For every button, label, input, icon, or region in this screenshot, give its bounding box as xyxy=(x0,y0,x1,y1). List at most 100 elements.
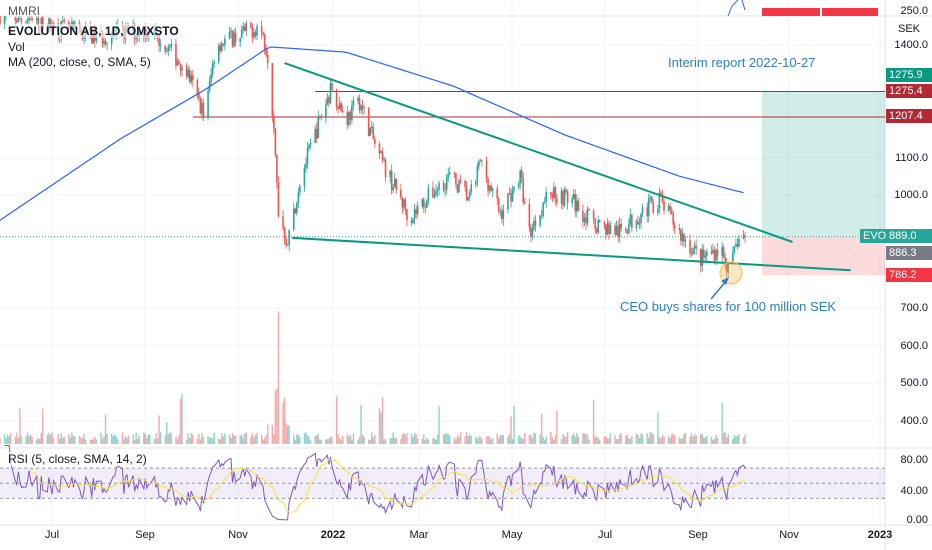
volume-bar xyxy=(479,436,482,444)
candle-body xyxy=(565,189,567,192)
volume-bar xyxy=(83,433,85,444)
candle-body xyxy=(614,225,616,236)
volume-bar xyxy=(629,438,632,444)
candle-body xyxy=(410,220,413,224)
candle-body xyxy=(63,20,66,22)
candle-body xyxy=(534,220,537,226)
volume-bar xyxy=(574,436,576,444)
candle-body xyxy=(292,208,295,230)
candle-body xyxy=(314,128,316,143)
candle-body xyxy=(435,190,437,195)
candle-body xyxy=(406,209,408,221)
volume-bar xyxy=(459,432,462,444)
volume-bar xyxy=(435,439,437,444)
rsi-legend[interactable]: RSI (5, close, SMA, 14, 2) xyxy=(6,452,149,466)
candle-body xyxy=(444,189,447,191)
ma-legend[interactable]: MA (200, close, 0, SMA, 5) xyxy=(6,55,153,69)
volume-bar xyxy=(501,435,503,444)
candle-body xyxy=(663,201,665,211)
currency-label: SEK xyxy=(897,23,920,35)
volume-bar xyxy=(401,434,404,444)
volume-bar xyxy=(735,436,737,444)
volume-bar xyxy=(176,439,179,444)
time-axis-label: Nov xyxy=(779,529,799,541)
candle-body xyxy=(617,225,619,238)
candle-body xyxy=(713,249,716,261)
volume-bar xyxy=(446,433,448,444)
volume-bar xyxy=(0,438,1,444)
time-axis-label: Sep xyxy=(135,529,155,541)
volume-bar xyxy=(732,438,734,444)
volume-bar xyxy=(213,433,215,444)
volume-bar xyxy=(181,393,183,444)
candle-body xyxy=(413,209,416,219)
candle-body xyxy=(110,36,113,44)
vol-legend[interactable]: Vol xyxy=(6,40,27,54)
candle-body xyxy=(583,217,586,222)
candle-body xyxy=(511,189,514,202)
candle-body xyxy=(188,69,191,82)
volume-bar xyxy=(110,433,113,444)
candle-body xyxy=(626,230,629,234)
volume-bar xyxy=(8,435,10,444)
ceo-buy-note[interactable]: CEO buys shares for 100 million SEK xyxy=(620,299,837,314)
candle-body xyxy=(282,216,284,228)
candle-body xyxy=(502,209,505,220)
candle-body xyxy=(250,22,252,28)
candle-body xyxy=(170,43,173,48)
candle-body xyxy=(283,227,286,239)
candle-body xyxy=(618,223,621,238)
volume-bar xyxy=(135,432,137,444)
volume-bar xyxy=(199,439,202,444)
candle-body xyxy=(540,215,543,217)
rsi-tick: 0.00 xyxy=(906,514,928,526)
candle-body xyxy=(256,26,258,36)
volume-bar xyxy=(201,433,203,444)
candle-body xyxy=(517,183,520,188)
volume-bar xyxy=(649,432,651,444)
volume-bar xyxy=(239,435,241,444)
candle-body xyxy=(286,245,289,246)
volume-bar xyxy=(326,439,329,444)
volume-bar xyxy=(651,432,653,444)
volume-bar xyxy=(533,432,535,444)
candle-body xyxy=(245,22,248,32)
candle-body xyxy=(605,224,607,235)
volume-bar xyxy=(617,438,619,444)
arrow-head-icon xyxy=(721,277,729,285)
volume-bar xyxy=(81,438,84,444)
volume-bar xyxy=(475,437,477,444)
candle-body xyxy=(491,188,494,191)
volume-bar xyxy=(635,433,638,444)
volume-bar xyxy=(68,434,70,444)
volume-bar xyxy=(283,397,286,444)
candle-body xyxy=(309,142,312,145)
candle-body xyxy=(231,30,234,47)
symbol-title[interactable]: EVOLUTION AB, 1D, OMXSTO xyxy=(6,24,181,38)
interim-report-note[interactable]: Interim report 2022-10-27 xyxy=(668,55,816,70)
candle-body xyxy=(725,262,728,273)
volume-bar xyxy=(9,432,12,444)
candle-body xyxy=(609,225,612,235)
candle-body xyxy=(349,112,352,121)
candle-body xyxy=(542,202,544,217)
volume-bar xyxy=(721,403,723,444)
candle-body xyxy=(629,214,632,225)
volume-bar xyxy=(703,437,705,444)
volume-bar xyxy=(692,436,694,444)
candle-body xyxy=(476,166,479,181)
candle-body xyxy=(733,246,736,253)
volume-bar xyxy=(449,435,451,444)
candle-body xyxy=(488,185,491,191)
candle-body xyxy=(28,16,30,21)
candle-body xyxy=(670,209,673,214)
volume-bar xyxy=(597,437,599,444)
volume-bar xyxy=(74,436,76,444)
candle-body xyxy=(277,182,280,217)
candle-body xyxy=(577,200,580,211)
volume-bar xyxy=(282,402,284,444)
price-tick: 500.0 xyxy=(900,377,928,389)
candle-body xyxy=(305,164,307,168)
